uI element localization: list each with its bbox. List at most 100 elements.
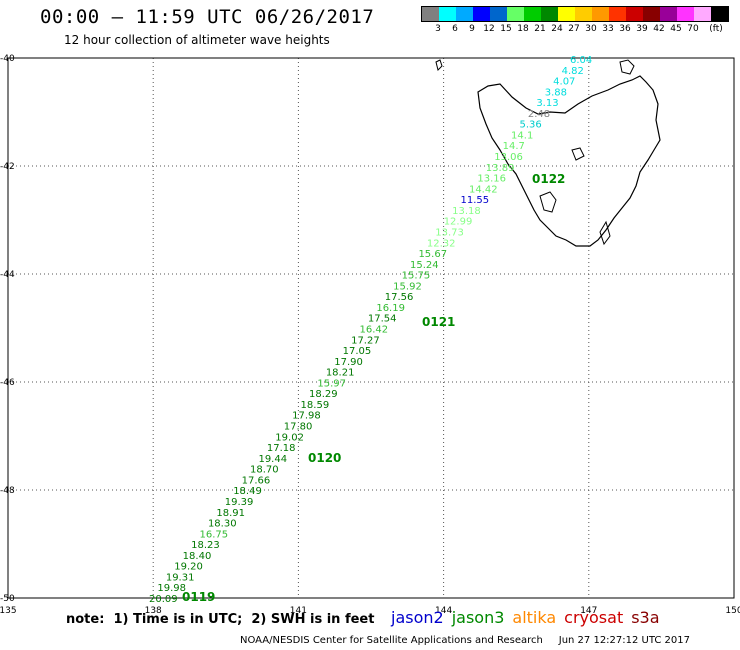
wave-height-label: 13.73 xyxy=(435,227,464,238)
legend-label: 42 xyxy=(653,24,665,34)
wave-height-label: 13.18 xyxy=(452,206,481,217)
legend-label: 12 xyxy=(483,24,495,34)
satellite-name: s3a xyxy=(631,608,660,627)
wave-height-label: 15.97 xyxy=(317,378,346,389)
wave-height-label: 12.99 xyxy=(444,217,473,228)
legend-swatch xyxy=(422,7,439,21)
wave-height-label: 17.05 xyxy=(343,346,372,357)
legend-label: 39 xyxy=(636,24,648,34)
wave-height-label: 17.54 xyxy=(368,314,397,325)
satellite-name: jason2 xyxy=(391,608,444,627)
color-legend: 3 6 9 12 15 18 21 24 27 30 33 36 39 42 45 70 (ft) xyxy=(421,6,729,34)
wave-height-label: 17.80 xyxy=(284,422,313,433)
pass-time-label: 0120 xyxy=(308,451,341,465)
map-subtitle: 12 hour collection of altimeter wave hei… xyxy=(64,33,330,47)
lon-tick-label: 144 xyxy=(435,606,452,616)
lon-tick-label: 138 xyxy=(145,606,162,616)
satellite-legend: jason2 jason3 altika cryosat s3a xyxy=(391,608,668,627)
legend-labels: 3 6 9 12 15 18 21 24 27 30 33 36 39 42 45 70 (ft) xyxy=(421,22,729,34)
lat-tick-label: -44 xyxy=(0,270,15,280)
wave-height-track: 6.044.824.073.883.132.485.3614.114.713.0… xyxy=(149,55,592,605)
wave-height-label: 16.19 xyxy=(376,303,405,314)
wave-height-label: 16.75 xyxy=(200,529,229,540)
lat-lon-grid xyxy=(8,58,734,598)
bruny-island xyxy=(599,220,611,246)
legend-label: 45 xyxy=(670,24,682,34)
wave-height-label: 15.67 xyxy=(418,249,447,260)
satellite-name: jason3 xyxy=(451,608,505,627)
lon-tick-label: 150 xyxy=(725,606,740,616)
wave-height-label: 18.49 xyxy=(233,486,262,497)
legend-label: 24 xyxy=(551,24,563,34)
wave-height-label: 3.88 xyxy=(545,87,567,98)
wave-height-label: 18.40 xyxy=(183,551,212,562)
wave-height-label: 14.1 xyxy=(511,130,533,141)
wave-height-label: 18.59 xyxy=(301,400,330,411)
wave-height-label: 3.13 xyxy=(536,98,558,109)
legend-swatch xyxy=(507,7,524,21)
wave-height-label: 18.21 xyxy=(326,368,355,379)
wave-height-label: 12.32 xyxy=(427,238,456,249)
legend-label: 30 xyxy=(585,24,597,34)
wave-height-label: 15.92 xyxy=(393,281,422,292)
legend-swatch xyxy=(490,7,507,21)
wave-height-label: 13.06 xyxy=(494,152,523,163)
wave-height-label: 2.48 xyxy=(528,109,550,120)
lat-tick-label: -46 xyxy=(0,378,15,388)
lat-tick-label: -48 xyxy=(0,486,15,496)
wave-height-label: 17.66 xyxy=(242,475,271,486)
wave-height-label: 14.42 xyxy=(469,184,498,195)
lake-outline xyxy=(571,147,585,161)
wave-height-label: 18.30 xyxy=(208,519,237,530)
legend-label: 36 xyxy=(619,24,631,34)
legend-label: 21 xyxy=(534,24,546,34)
legend-label: 27 xyxy=(568,24,580,34)
wave-height-label: 6.04 xyxy=(570,55,592,66)
pass-time-label: 0122 xyxy=(532,172,565,186)
axis-tick-labels: 135 138 141 144 147 150 -40 -42 -44 -46 -48 -50 xyxy=(0,54,740,616)
wave-height-label: 19.31 xyxy=(166,572,195,583)
legend-label: 6 xyxy=(452,24,458,34)
lake-outline xyxy=(539,191,557,213)
wave-height-label: 15.75 xyxy=(402,271,431,282)
wave-height-label: 17.18 xyxy=(267,443,296,454)
wave-height-label: 17.56 xyxy=(385,292,414,303)
legend-swatch xyxy=(439,7,456,21)
legend-swatch xyxy=(643,7,660,21)
legend-label: 33 xyxy=(602,24,614,34)
lon-tick-label: 141 xyxy=(290,606,307,616)
king-island xyxy=(435,59,443,71)
legend-swatch xyxy=(524,7,541,21)
tasmania-coastline xyxy=(477,75,661,247)
wave-height-label: 4.82 xyxy=(562,66,584,77)
wave-height-label: 17.90 xyxy=(334,357,363,368)
pass-time-label: 0121 xyxy=(422,315,455,329)
map-frame xyxy=(7,57,735,599)
legend-swatch xyxy=(609,7,626,21)
legend-swatch xyxy=(473,7,490,21)
wave-height-label: 13.16 xyxy=(477,174,506,185)
wave-height-label: 15.24 xyxy=(410,260,439,271)
legend-label: (ft) xyxy=(709,24,723,34)
wave-height-label: 18.29 xyxy=(309,389,338,400)
satellite-name: cryosat xyxy=(564,608,624,627)
legend-swatch xyxy=(456,7,473,21)
wave-height-label: 18.91 xyxy=(216,508,245,519)
time-labels: 0122 0121 0120 0119 xyxy=(182,172,565,604)
legend-swatch xyxy=(677,7,694,21)
legend-swatch xyxy=(558,7,575,21)
wave-height-label: 16.42 xyxy=(360,325,389,336)
wave-height-label: 19.20 xyxy=(174,562,203,573)
wave-height-label: 13.89 xyxy=(486,163,515,174)
legend-label: 15 xyxy=(500,24,512,34)
satellite-name: altika xyxy=(512,608,557,627)
wave-height-label: 18.23 xyxy=(191,540,220,551)
legend-swatch xyxy=(541,7,558,21)
legend-swatches xyxy=(421,6,729,22)
wave-height-label: 17.98 xyxy=(292,411,321,422)
legend-swatch xyxy=(694,7,711,21)
legend-swatch xyxy=(592,7,609,21)
flinders-island xyxy=(619,59,635,75)
footer-note: note: 1) Time is in UTC; 2) SWH is in fe… xyxy=(66,612,375,627)
pass-time-label: 0119 xyxy=(182,590,215,604)
